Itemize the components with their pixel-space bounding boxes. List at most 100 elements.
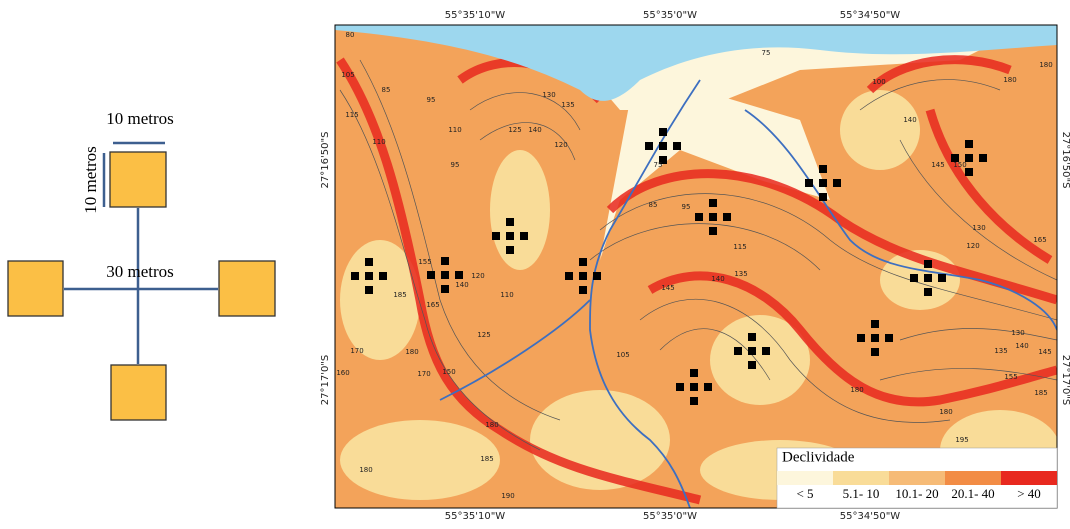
plot-marker [351, 272, 359, 280]
plot-marker [723, 213, 731, 221]
contour-label: 110 [372, 138, 385, 146]
contour-label: 105 [616, 351, 629, 359]
plot-marker [695, 213, 703, 221]
contour-label: 150 [953, 161, 966, 169]
contour-label: 100 [872, 78, 885, 86]
bottom-coordinate: 55°35'0"W [643, 511, 697, 522]
contour-label: 120 [966, 242, 979, 250]
contour-label: 180 [485, 421, 498, 429]
plot-marker [938, 274, 946, 282]
left-coordinate: 27°17'0"S [320, 355, 331, 406]
contour-label: 140 [903, 116, 916, 124]
plot-marker [579, 272, 587, 280]
plot-marker [709, 199, 717, 207]
contour-label: 180 [939, 408, 952, 416]
contour-label: 115 [733, 243, 746, 251]
plot-diagram [64, 141, 218, 364]
contour-label: 115 [345, 111, 358, 119]
plot-marker [441, 285, 449, 293]
right-coordinate: 27°17'0"S [1060, 355, 1070, 406]
contour-label: 75 [654, 161, 663, 169]
plot-marker [676, 383, 684, 391]
plot-marker [673, 142, 681, 150]
top-coordinate: 55°35'0"W [643, 10, 697, 21]
contour-label: 125 [508, 126, 521, 134]
contour-label: 85 [382, 86, 391, 94]
contour-label: 160 [336, 369, 349, 377]
plot-marker [659, 128, 667, 136]
legend-label: 10.1- 20 [895, 486, 938, 501]
contour-label: 185 [393, 291, 406, 299]
map: 80 105 115 110 85 95 110 130 135 140 125 120 75 75 85 9… [335, 25, 1057, 508]
plot-marker [885, 334, 893, 342]
contour-label: 95 [682, 203, 691, 211]
legend-swatch [833, 471, 889, 485]
legend-label: 20.1- 40 [951, 486, 994, 501]
plot-marker [593, 272, 601, 280]
contour-label: 135 [994, 347, 1007, 355]
legend-swatch [889, 471, 945, 485]
plot-marker [819, 179, 827, 187]
plot-marker [734, 347, 742, 355]
contour-label: 130 [542, 91, 555, 99]
plot-marker [690, 397, 698, 405]
legend-swatch [777, 471, 833, 485]
right-coordinate: 27°16'50"S [1060, 132, 1070, 189]
contour-label: 135 [734, 270, 747, 278]
plot-marker [690, 383, 698, 391]
plot-marker [579, 258, 587, 266]
plot-marker [441, 257, 449, 265]
plot-marker [965, 154, 973, 162]
contour-label: 130 [972, 224, 985, 232]
plot-marker [805, 179, 813, 187]
plot-marker [709, 227, 717, 235]
plot-marker [748, 361, 756, 369]
contour-label: 180 [1039, 61, 1052, 69]
plot-marker [704, 383, 712, 391]
left-coordinate: 27°16'50"S [320, 132, 331, 189]
plot-marker [506, 246, 514, 254]
contour-label: 145 [661, 284, 674, 292]
contour-label: 135 [561, 101, 574, 109]
contour-label: 180 [1003, 76, 1016, 84]
legend-swatch [1001, 471, 1057, 485]
contour-label: 140 [1015, 342, 1028, 350]
contour-label: 140 [528, 126, 541, 134]
plot-marker [924, 274, 932, 282]
plot-marker [427, 271, 435, 279]
contour-label: 165 [426, 301, 439, 309]
plot-squares [7, 151, 276, 421]
legend-title: Declividade [782, 449, 855, 465]
plot-marker [979, 154, 987, 162]
distance-label: 30 metros [106, 262, 174, 281]
plot-marker [762, 347, 770, 355]
contour-label: 155 [418, 258, 431, 266]
bottom-coordinate: 55°34'50"W [840, 511, 901, 522]
plot-marker [871, 348, 879, 356]
contour-label: 185 [480, 455, 493, 463]
plot-marker [520, 232, 528, 240]
contour-label: 150 [442, 368, 455, 376]
contour-label: 170 [417, 370, 430, 378]
plot-marker [910, 274, 918, 282]
plot-marker [565, 272, 573, 280]
plot-marker [857, 334, 865, 342]
contour-label: 140 [711, 275, 724, 283]
plot-marker [748, 333, 756, 341]
plot-marker [441, 271, 449, 279]
top-coordinate: 55°35'10"W [445, 10, 506, 21]
contour-label: 110 [448, 126, 461, 134]
contour-label: 190 [501, 492, 514, 500]
legend-label: > 40 [1017, 486, 1041, 501]
top-coordinate: 55°34'50"W [840, 10, 901, 21]
contour-label: 120 [471, 272, 484, 280]
plot-marker [659, 156, 667, 164]
contour-label: 180 [850, 386, 863, 394]
plot-marker [833, 179, 841, 187]
plot-marker [690, 369, 698, 377]
contour-label: 95 [427, 96, 436, 104]
plot-marker [871, 320, 879, 328]
contour-label: 180 [359, 466, 372, 474]
plot-marker [492, 232, 500, 240]
